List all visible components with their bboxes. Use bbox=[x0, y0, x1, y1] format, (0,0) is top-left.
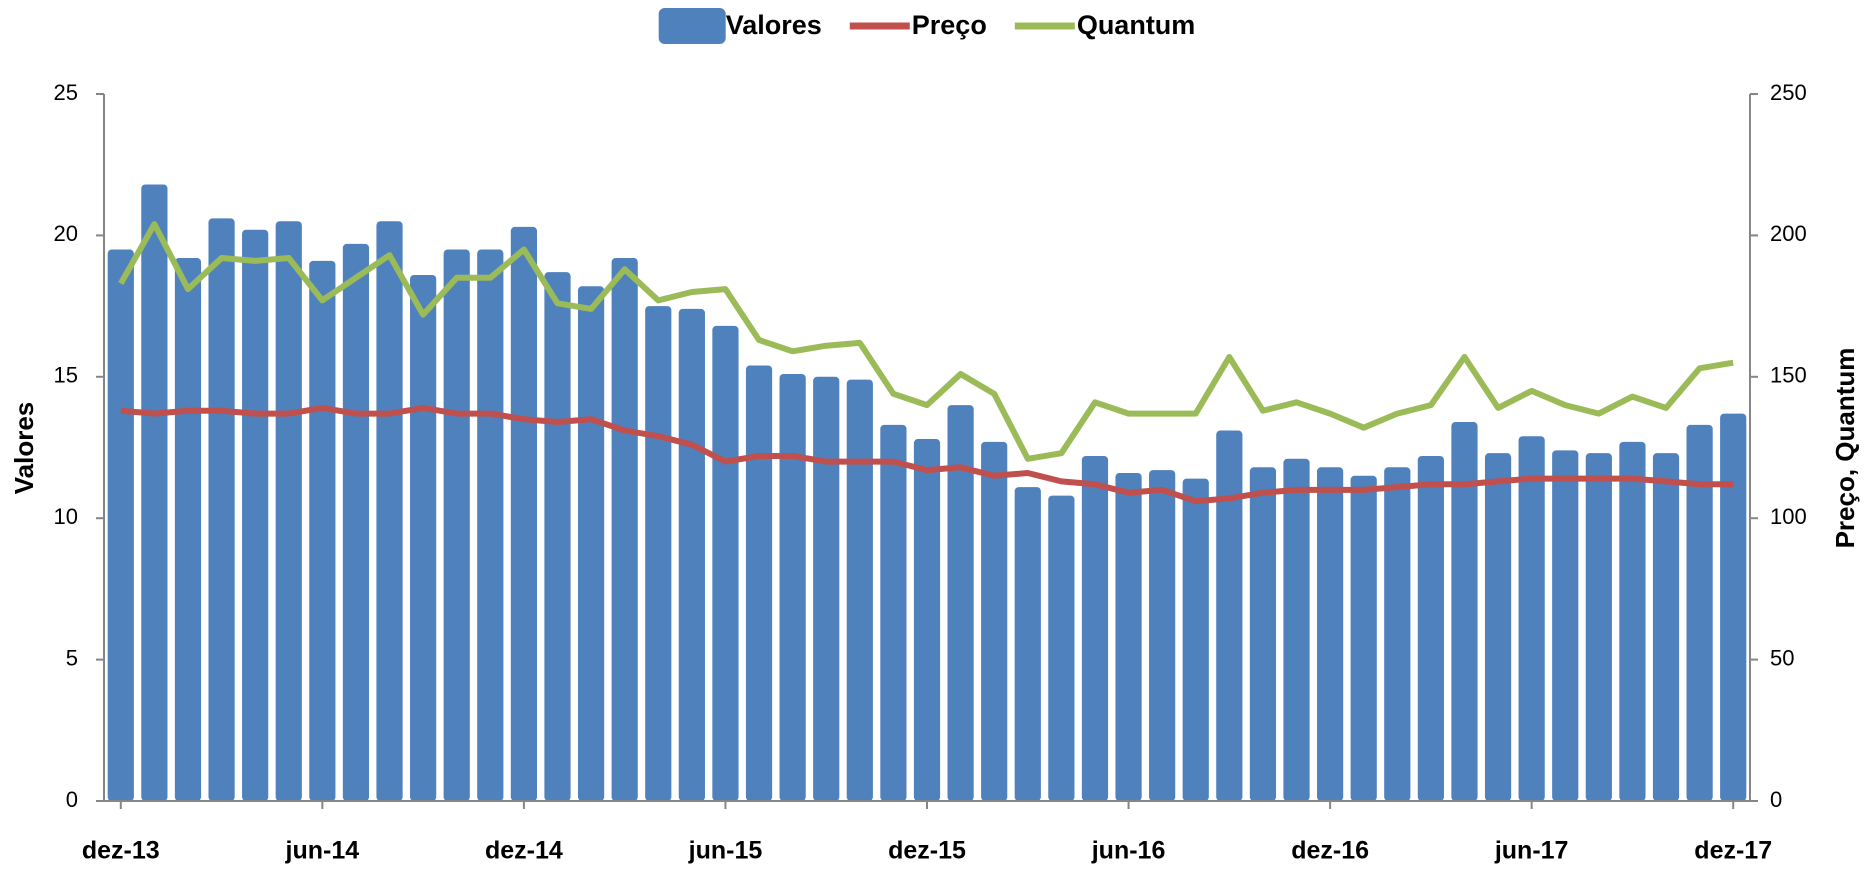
bar bbox=[577, 286, 605, 802]
x-tick-label: jun-14 bbox=[285, 837, 360, 865]
bar bbox=[1216, 430, 1243, 801]
y2-tick-label: 150 bbox=[1770, 363, 1807, 388]
bar bbox=[544, 272, 571, 801]
bar bbox=[309, 260, 336, 801]
bar bbox=[242, 229, 269, 801]
bar bbox=[1283, 458, 1310, 801]
bar bbox=[645, 306, 672, 801]
bar bbox=[1619, 441, 1646, 801]
y2-tick-label: 0 bbox=[1770, 787, 1782, 812]
x-tick-label: dez-16 bbox=[1291, 837, 1369, 865]
bar bbox=[1686, 424, 1713, 801]
line-series bbox=[120, 404, 1734, 505]
bar bbox=[813, 376, 840, 801]
line-series bbox=[118, 221, 1734, 462]
bar bbox=[376, 221, 403, 801]
bar bbox=[1182, 478, 1209, 801]
y2-tick-label: 50 bbox=[1770, 645, 1794, 670]
bar bbox=[1048, 495, 1075, 801]
x-tick-label: dez-13 bbox=[82, 837, 160, 865]
bar bbox=[1149, 470, 1176, 801]
bar bbox=[1115, 472, 1142, 801]
legend-label: Preço bbox=[912, 10, 987, 40]
x-tick-label: jun-15 bbox=[688, 837, 763, 865]
bar bbox=[1552, 450, 1579, 801]
bar bbox=[745, 365, 773, 801]
bar bbox=[1518, 436, 1545, 801]
bar bbox=[443, 249, 470, 802]
bar bbox=[779, 373, 806, 801]
y2-tick-label: 200 bbox=[1770, 221, 1807, 246]
bar bbox=[1014, 487, 1041, 801]
legend-swatch bbox=[658, 8, 726, 44]
bar bbox=[880, 424, 907, 801]
bar bbox=[174, 258, 202, 801]
bar bbox=[913, 439, 941, 801]
x-tick-label: dez-14 bbox=[485, 837, 563, 865]
bar bbox=[342, 243, 370, 801]
y-tick-label: 5 bbox=[66, 645, 78, 670]
legend-label: Quantum bbox=[1077, 10, 1196, 40]
bar bbox=[410, 274, 437, 801]
bar bbox=[1317, 467, 1344, 801]
legend: Valores Preço Quantum bbox=[658, 8, 1196, 44]
y-tick-label: 10 bbox=[54, 504, 78, 529]
y-tick-label: 20 bbox=[54, 221, 78, 246]
bar bbox=[1417, 455, 1444, 801]
y2-axis-title: Preço, Quantum bbox=[1830, 348, 1860, 549]
bar bbox=[846, 379, 873, 801]
bar bbox=[712, 325, 739, 801]
bar bbox=[1720, 413, 1747, 801]
bar bbox=[1384, 467, 1411, 801]
x-tick-label: jun-17 bbox=[1494, 837, 1569, 865]
bar bbox=[678, 308, 705, 801]
y2-tick-label: 250 bbox=[1770, 80, 1807, 105]
x-tick-label: jun-16 bbox=[1091, 837, 1166, 865]
y-tick-label: 0 bbox=[66, 787, 78, 812]
legend-label: Valores bbox=[726, 10, 822, 40]
bar bbox=[107, 249, 134, 802]
y2-tick-label: 100 bbox=[1770, 504, 1807, 529]
bar bbox=[141, 184, 168, 802]
y-tick-label: 25 bbox=[54, 80, 78, 105]
y-tick-label: 15 bbox=[54, 363, 78, 388]
bar bbox=[477, 249, 504, 802]
bar bbox=[947, 405, 974, 801]
bar bbox=[1585, 453, 1612, 801]
bar bbox=[1652, 453, 1680, 801]
bar bbox=[611, 258, 638, 801]
bar bbox=[1451, 422, 1478, 801]
x-tick-label: dez-15 bbox=[888, 837, 966, 865]
bar bbox=[275, 221, 302, 801]
y-axis-title: Valores bbox=[9, 402, 39, 495]
bar bbox=[1484, 453, 1512, 801]
bar bbox=[208, 218, 235, 801]
bar bbox=[510, 226, 537, 801]
bar bbox=[1249, 467, 1277, 801]
x-tick-label: dez-17 bbox=[1694, 837, 1772, 865]
bar bbox=[1350, 475, 1377, 801]
bar bbox=[1081, 455, 1109, 801]
bar bbox=[981, 441, 1008, 801]
